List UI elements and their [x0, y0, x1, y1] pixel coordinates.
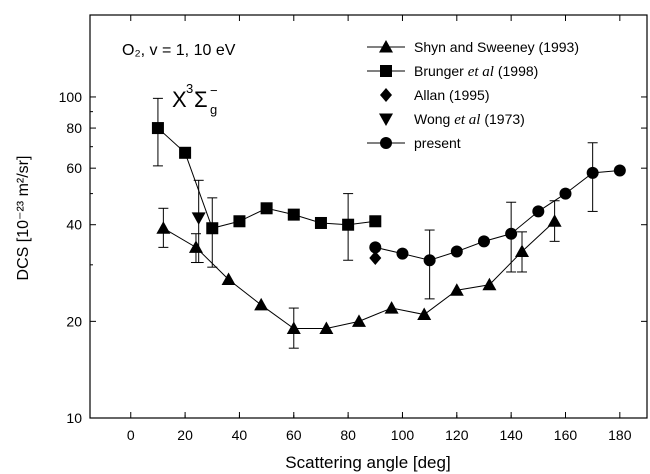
- point-square: [369, 215, 382, 228]
- x-tick-label: 100: [391, 427, 415, 443]
- state-multiplicity: 3: [186, 81, 193, 96]
- legend-label-main: Shyn and Sweeney (1993): [414, 39, 579, 55]
- x-tick-label: 60: [286, 427, 302, 443]
- point-circle: [505, 227, 518, 240]
- point-triangle-up: [254, 297, 269, 311]
- x-tick-label: 120: [445, 427, 469, 443]
- legend-label-italic: et al: [468, 64, 494, 80]
- point-circle: [396, 247, 409, 260]
- state-sigma: Σ: [194, 87, 208, 112]
- series-line-circle: [375, 170, 620, 261]
- x-tick-label: 160: [554, 427, 578, 443]
- point-circle: [532, 205, 545, 218]
- point-square: [314, 216, 327, 229]
- legend-label: present: [414, 135, 461, 151]
- point-circle: [369, 241, 382, 254]
- point-triangle-up: [319, 321, 334, 335]
- legend-label-italic: et al: [454, 112, 480, 128]
- point-circle: [613, 164, 626, 177]
- legend-marker-square: [380, 65, 392, 77]
- state-minus: −: [210, 83, 218, 98]
- legend-label-main: present: [414, 135, 461, 151]
- legend-label: Shyn and Sweeney (1993): [414, 39, 579, 55]
- legend-marker-triangle-down: [379, 113, 393, 126]
- y-axis-label: DCS [10⁻²³ m²/sr]: [15, 156, 32, 281]
- x-axis-label: Scattering angle [deg]: [285, 453, 450, 472]
- point-circle: [450, 245, 463, 258]
- y-tick-label: 10: [66, 410, 82, 426]
- x-tick-label: 20: [177, 427, 193, 443]
- point-triangle-up: [482, 277, 497, 291]
- point-triangle-up: [449, 283, 464, 296]
- x-tick-label: 180: [608, 427, 632, 443]
- legend-marker-triangle-up: [379, 40, 393, 53]
- point-triangle-up: [515, 244, 530, 258]
- legend-marker-diamond: [380, 88, 392, 102]
- legend-label-main: Wong: [414, 111, 454, 127]
- point-triangle-up: [156, 221, 171, 234]
- point-square: [233, 215, 246, 228]
- point-triangle-up: [547, 214, 562, 227]
- point-square: [179, 146, 192, 159]
- y-tick-label: 40: [66, 217, 82, 233]
- legend: Shyn and Sweeney (1993) Brunger et al (19…: [367, 39, 579, 151]
- legend-label-main: Allan (1995): [414, 87, 490, 103]
- point-circle: [586, 166, 599, 179]
- point-square: [206, 222, 219, 235]
- legend-label-main: Brunger: [414, 63, 468, 79]
- point-triangle-up: [188, 240, 203, 253]
- x-tick-label: 140: [499, 427, 523, 443]
- y-tick-label: 100: [59, 89, 83, 105]
- point-triangle-down: [191, 212, 206, 225]
- x-tick-label: 0: [127, 427, 135, 443]
- point-circle: [423, 254, 436, 267]
- legend-label: Wong et al (1973): [414, 111, 525, 128]
- point-square: [287, 208, 300, 221]
- point-circle: [559, 187, 572, 200]
- point-triangle-up: [286, 321, 301, 335]
- point-square: [342, 218, 355, 231]
- axis-ticks: 0 20 40 60 80 100 120 140 160 180 10 20 40 60 80 100: [59, 15, 647, 443]
- x-tick-label: 40: [232, 427, 248, 443]
- y-tick-label: 60: [66, 160, 82, 176]
- y-tick-label: 80: [66, 120, 82, 136]
- x-tick-label: 80: [340, 427, 356, 443]
- legend-label: Brunger et al (1998): [414, 63, 538, 80]
- legend-label-rest: (1998): [494, 63, 538, 79]
- legend-label: Allan (1995): [414, 87, 490, 103]
- point-triangle-up: [384, 301, 399, 314]
- legend-label-rest: (1973): [480, 111, 524, 127]
- state-symbol: X: [172, 87, 187, 112]
- point-diamond: [369, 251, 382, 266]
- point-triangle-up: [417, 307, 432, 321]
- plot-frame: [89, 14, 648, 419]
- series-line-triangle-up: [163, 220, 555, 330]
- point-square: [151, 122, 164, 135]
- legend-marker-circle: [380, 137, 392, 149]
- point-circle: [477, 235, 490, 248]
- series-lines: [157, 127, 620, 330]
- state-subscript: g: [210, 102, 217, 117]
- point-triangle-up: [351, 314, 366, 327]
- point-square: [260, 202, 273, 215]
- state-annotation: X 3 Σ − g: [172, 81, 218, 117]
- condition-annotation: O₂, v = 1, 10 eV: [122, 42, 236, 59]
- point-triangle-up: [221, 272, 236, 286]
- y-tick-label: 20: [66, 313, 82, 329]
- data-markers: [151, 122, 626, 335]
